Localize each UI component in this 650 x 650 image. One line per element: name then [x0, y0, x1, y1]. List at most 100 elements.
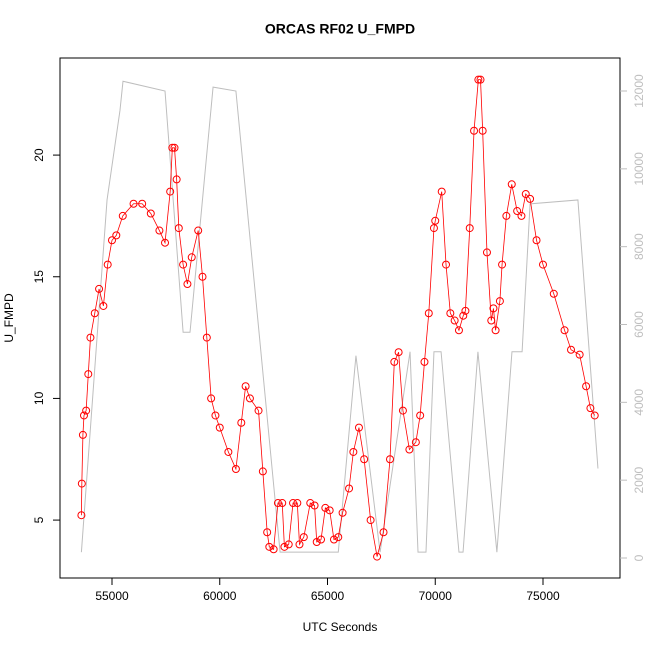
point: [521, 190, 530, 199]
point: [82, 406, 91, 415]
point: [112, 231, 121, 240]
point: [539, 260, 548, 269]
point: [411, 438, 420, 447]
point: [582, 382, 591, 391]
point: [345, 484, 354, 493]
point: [495, 297, 504, 306]
point: [431, 216, 440, 225]
point: [526, 194, 535, 203]
point: [424, 309, 433, 318]
point: [194, 226, 203, 235]
point: [187, 253, 196, 262]
y2-tick-label: 2000: [632, 466, 646, 493]
point: [168, 143, 177, 152]
y-tick-label: 5: [32, 516, 46, 523]
point: [390, 357, 399, 366]
point: [273, 499, 282, 508]
point: [77, 479, 86, 488]
y-axis-label: U_FMPD: [2, 293, 16, 343]
point: [84, 370, 93, 379]
point: [338, 508, 347, 517]
point: [482, 248, 491, 257]
point: [179, 260, 188, 269]
series-line: [80, 79, 596, 557]
point: [263, 528, 272, 537]
point: [461, 306, 470, 315]
y2-tick-label: 0: [632, 554, 646, 561]
point: [183, 280, 192, 289]
point: [269, 545, 278, 554]
point: [166, 187, 175, 196]
point: [293, 499, 302, 508]
point: [174, 224, 183, 233]
point: [454, 326, 463, 335]
point: [77, 511, 86, 520]
point: [465, 224, 474, 233]
point: [254, 406, 263, 415]
point: [507, 180, 516, 189]
point: [289, 499, 298, 508]
point: [398, 406, 407, 415]
y2-tick-label: 8000: [632, 233, 646, 260]
point: [86, 333, 95, 342]
point: [567, 345, 576, 354]
x-tick-label: 70000: [419, 589, 453, 603]
point: [237, 418, 246, 427]
point: [312, 537, 321, 546]
point: [474, 75, 483, 84]
point: [146, 209, 155, 218]
point: [202, 333, 211, 342]
point: [498, 260, 507, 269]
point: [487, 316, 496, 325]
x-tick-label: 60000: [203, 589, 237, 603]
y2-tick-label: 6000: [632, 311, 646, 338]
point: [245, 394, 254, 403]
point: [129, 199, 138, 208]
point: [502, 211, 511, 220]
point: [310, 501, 319, 510]
point: [416, 411, 425, 420]
point: [532, 236, 541, 245]
point: [155, 226, 164, 235]
point: [329, 535, 338, 544]
point: [231, 464, 240, 473]
point: [459, 311, 468, 320]
point: [405, 445, 414, 454]
x-tick-label: 55000: [95, 589, 129, 603]
point: [354, 423, 363, 432]
point: [211, 411, 220, 420]
point: [379, 528, 388, 537]
point: [198, 272, 207, 281]
point: [306, 499, 315, 508]
x-tick-label: 65000: [311, 589, 345, 603]
y-tick-label: 10: [32, 391, 46, 405]
point: [470, 126, 479, 135]
point: [446, 309, 455, 318]
point: [437, 187, 446, 196]
y-tick-label: 20: [32, 148, 46, 162]
point: [299, 533, 308, 542]
point: [590, 411, 599, 420]
point: [360, 455, 369, 464]
point: [373, 552, 382, 561]
point: [79, 411, 88, 420]
point: [513, 207, 522, 216]
altitude-line: [80, 80, 599, 553]
point: [280, 542, 289, 551]
point: [284, 540, 293, 549]
point: [224, 447, 233, 456]
point: [586, 404, 595, 413]
point: [138, 199, 147, 208]
y2-tick-label: 4000: [632, 389, 646, 416]
point: [118, 211, 127, 220]
point: [385, 455, 394, 464]
point: [478, 126, 487, 135]
point: [265, 542, 274, 551]
point: [90, 309, 99, 318]
point: [334, 533, 343, 542]
point: [99, 301, 108, 310]
y2-tick-label: 12000: [632, 74, 646, 108]
y-tick-label: 15: [32, 270, 46, 284]
point: [420, 357, 429, 366]
